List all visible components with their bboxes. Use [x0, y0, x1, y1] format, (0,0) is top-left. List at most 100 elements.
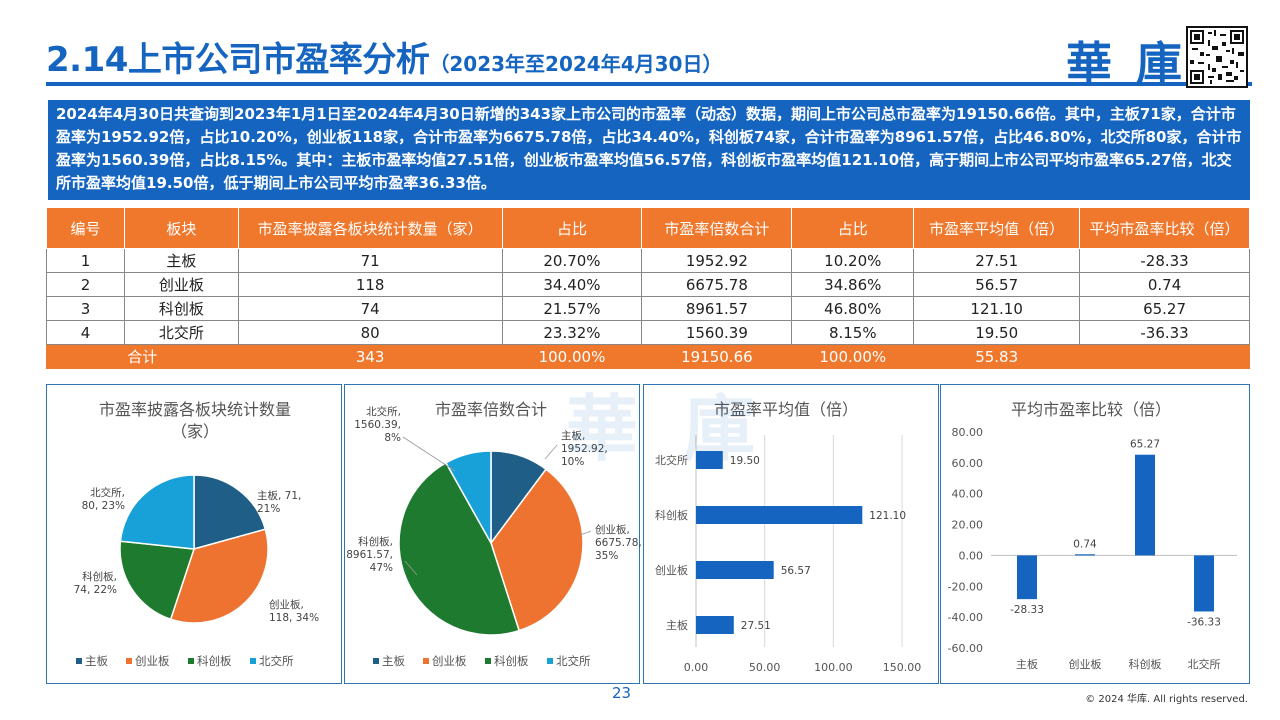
- x-tick-label: 创业板: [1069, 657, 1102, 671]
- page-title-subtitle: （2023年至2024年4月30日）: [429, 52, 723, 76]
- x-tick-label: 主板: [1016, 657, 1038, 671]
- legend-label: 创业板: [432, 654, 467, 668]
- pie-slice: [398, 461, 521, 636]
- chart-title: 市盈率平均值（倍）: [714, 400, 858, 419]
- col-header: 市盈率倍数合计: [641, 207, 793, 249]
- chart-panel-pe-compare: 平均市盈率比较（倍） 80.00 60.00 40.00 20.00 0.00 -20.00…: [940, 384, 1250, 684]
- bar: [1194, 555, 1214, 612]
- table-cell: 20.70%: [501, 248, 643, 273]
- data-label: -36.33: [1187, 616, 1221, 628]
- data-label: 19.50: [730, 455, 760, 467]
- table-cell: 21.57%: [501, 296, 643, 321]
- data-label: 创业板,: [269, 598, 304, 611]
- table-cell: 19.50: [913, 320, 1081, 345]
- legend-label: 主板: [85, 654, 108, 668]
- table-cell: 8.15%: [791, 320, 915, 345]
- bar: [1017, 555, 1037, 600]
- table-total-row: 合计 343 100.00% 19150.66 100.00% 55.83: [46, 344, 1250, 369]
- col-header: 编号: [46, 207, 125, 249]
- col-header: 占比: [501, 207, 643, 249]
- leader-line: [544, 444, 558, 460]
- legend-label: 科创板: [494, 654, 529, 668]
- table-cell: -36.33: [1079, 320, 1250, 345]
- table-row: 1 主板 71 20.70% 1952.92 10.20% 27.51 -28.…: [46, 248, 1250, 273]
- chart-title: （家）: [171, 422, 219, 441]
- legend-swatch: [547, 658, 553, 664]
- col-header: 市盈率披露各板块统计数量（家）: [237, 207, 503, 249]
- col-header: 板块: [123, 207, 239, 249]
- pie-slice: [169, 528, 269, 624]
- y-tick-label: 科创板: [655, 508, 688, 522]
- table-cell: 34.86%: [791, 272, 915, 297]
- data-label: 创业板,: [595, 523, 630, 536]
- y-tick-label: 主板: [666, 618, 688, 632]
- brand-logo: 華 庫: [1066, 37, 1187, 91]
- data-label: 118, 34%: [269, 612, 319, 624]
- legend-swatch: [126, 658, 132, 664]
- table-cell: 80: [237, 320, 503, 345]
- col-header: 市盈率平均值（倍）: [913, 207, 1081, 249]
- data-label: 北交所,: [90, 486, 125, 499]
- table-cell: 10.20%: [791, 248, 915, 273]
- bar-chart-pe-compare: 平均市盈率比较（倍） 80.00 60.00 40.00 20.00 0.00 -20.00…: [948, 400, 1237, 671]
- data-label: 21%: [257, 503, 280, 515]
- data-label: 主板, 71,: [257, 489, 301, 502]
- table-cell: 23.32%: [501, 320, 643, 345]
- table-cell: 1952.92: [641, 248, 793, 273]
- watermark-logo: 華 庫: [566, 386, 766, 471]
- data-label: 北交所,: [366, 405, 401, 418]
- table-row: 2 创业板 118 34.40% 6675.78 34.86% 56.57 0.…: [46, 272, 1250, 297]
- y-tick-label: 20.00: [952, 519, 984, 532]
- col-header: 平均市盈率比较（倍）: [1079, 207, 1250, 249]
- legend-swatch: [188, 658, 194, 664]
- pie-slice: [193, 474, 267, 550]
- legend-label: 创业板: [135, 654, 170, 668]
- bar: [696, 561, 774, 579]
- table-cell: 科创板: [123, 296, 239, 321]
- qr-code-icon: [1186, 26, 1248, 88]
- col-header: 占比: [791, 207, 915, 249]
- table-cell: 8961.57: [641, 296, 793, 321]
- y-tick-label: 60.00: [952, 457, 984, 470]
- chart-panel-pe-average: 市盈率平均值（倍） 0.00 50.00 100.00 150.00 主板 27.51 创业板…: [643, 384, 939, 684]
- pie-chart-count: 市盈率披露各板块统计数量 （家） 主板, 71,21% 创业板,118, 34% 科创板…: [74, 400, 319, 668]
- table-cell: 55.83: [913, 344, 1081, 369]
- x-tick-label: 150.00: [883, 661, 922, 674]
- legend-label: 北交所: [556, 654, 591, 668]
- data-label: 47%: [370, 562, 393, 574]
- y-tick-label: 40.00: [952, 488, 984, 501]
- x-tick-label: 100.00: [814, 661, 853, 674]
- table-cell: 100.00%: [791, 344, 915, 369]
- pie-slice: [119, 474, 195, 550]
- stats-table: 编号 板块 市盈率披露各板块统计数量（家） 占比 市盈率倍数合计 占比 市盈率平…: [46, 207, 1250, 369]
- table-cell: 6675.78: [641, 272, 793, 297]
- table-cell: 56.57: [913, 272, 1081, 297]
- table-cell: 主板: [123, 248, 239, 273]
- leader-line: [579, 530, 592, 536]
- table-cell: 46.80%: [791, 296, 915, 321]
- page-title-main: 2.14上市公司市盈率分析: [46, 40, 430, 80]
- bar-chart-pe-average: 市盈率平均值（倍） 0.00 50.00 100.00 150.00 主板 27.51 创业板…: [655, 400, 922, 674]
- data-label: 56.57: [781, 565, 811, 577]
- legend-label: 主板: [382, 654, 405, 668]
- leader-line: [402, 436, 456, 472]
- y-tick-label: 北交所: [655, 453, 688, 467]
- table-cell: 19150.66: [641, 344, 793, 369]
- y-tick-label: 0.00: [959, 549, 984, 562]
- data-label: 8%: [384, 432, 401, 444]
- data-label: 35%: [595, 550, 618, 562]
- chart-title: 平均市盈率比较（倍）: [1011, 400, 1171, 419]
- table-cell: 118: [237, 272, 503, 297]
- chart-title: 市盈率披露各板块统计数量: [99, 400, 291, 419]
- data-label: 121.10: [869, 510, 906, 522]
- table-cell: 71: [237, 248, 503, 273]
- x-tick-label: 50.00: [749, 661, 781, 674]
- y-tick-label: 80.00: [952, 426, 984, 439]
- chart-title: 市盈率倍数合计: [435, 400, 547, 419]
- table-cell: 343: [237, 344, 503, 369]
- table-cell: 27.51: [913, 248, 1081, 273]
- table-row: 3 科创板 74 21.57% 8961.57 46.80% 121.10 65…: [46, 296, 1250, 321]
- bar: [696, 451, 723, 469]
- table-cell: 北交所: [123, 320, 239, 345]
- table-cell: 65.27: [1079, 296, 1250, 321]
